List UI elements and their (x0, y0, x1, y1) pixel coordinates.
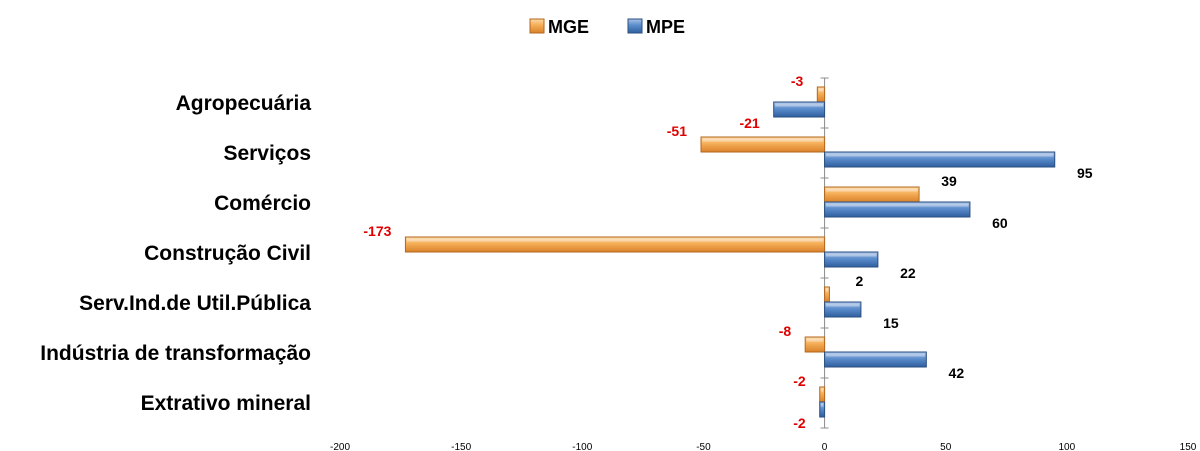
bar-mpe (773, 101, 826, 118)
bar-mpe (819, 401, 826, 418)
category-label: Serv.Ind.de Util.Pública (79, 292, 311, 315)
legend-label-mge: MGE (548, 17, 589, 37)
bar-mpe (824, 201, 971, 218)
data-label-mpe: -2 (793, 415, 806, 431)
data-label-mge: -2 (793, 373, 806, 389)
data-label-mpe: -21 (739, 115, 759, 131)
data-label-mge: -8 (779, 323, 792, 339)
data-labels: -3 -51 39 -173 2 -8 -2 -21 95 60 22 15 42 -2 (363, 73, 1092, 431)
bar-mge (824, 186, 920, 203)
data-label-mge: 2 (856, 273, 864, 289)
legend-swatch-mpe (627, 18, 643, 34)
category-label: Extrativo mineral (141, 392, 311, 415)
bars (404, 86, 1056, 418)
category-label: Comércio (214, 192, 311, 215)
legend-swatch-mge (529, 18, 545, 34)
bar-mge (404, 236, 826, 253)
bar-mge (819, 386, 826, 403)
data-label-mge: -51 (667, 123, 687, 139)
bar-mge (824, 286, 830, 303)
data-label-mpe: 22 (900, 265, 916, 281)
data-label-mpe: 15 (883, 315, 899, 331)
x-tick-label: 0 (822, 442, 828, 451)
category-label: Indústria de transformação (40, 342, 311, 365)
x-tick-label: 100 (1059, 442, 1076, 451)
bar-mge (816, 86, 826, 103)
x-tick-label: -150 (451, 442, 471, 451)
data-label-mpe: 42 (949, 365, 965, 381)
x-tick-label: -200 (330, 442, 350, 451)
bar-mpe (824, 251, 879, 268)
data-label-mpe: 60 (992, 215, 1008, 231)
data-label-mpe: 95 (1077, 165, 1093, 181)
data-label-mge: -3 (791, 73, 804, 89)
category-label: Agropecuária (176, 92, 312, 115)
bar-mge (804, 336, 826, 353)
category-label: Serviços (223, 142, 311, 165)
data-label-mge: -173 (363, 223, 391, 239)
bar-mpe (824, 151, 1056, 168)
x-tick-label: 50 (940, 442, 952, 451)
x-tick-label: -100 (572, 442, 592, 451)
axes: -200 -150 -100 -50 0 50 100 150 (330, 77, 1197, 451)
category-label: Construção Civil (144, 242, 311, 265)
bar-mpe (824, 351, 927, 368)
legend-label-mpe: MPE (646, 17, 685, 37)
category-labels: Agropecuária Serviços Comércio Construção C… (40, 92, 311, 415)
x-tick-label: 150 (1180, 442, 1197, 451)
x-tick-label: -50 (696, 442, 711, 451)
bar-mpe (824, 301, 862, 318)
legend: MGE MPE (529, 17, 685, 37)
bar-mge (700, 136, 826, 153)
data-label-mge: 39 (941, 173, 957, 189)
